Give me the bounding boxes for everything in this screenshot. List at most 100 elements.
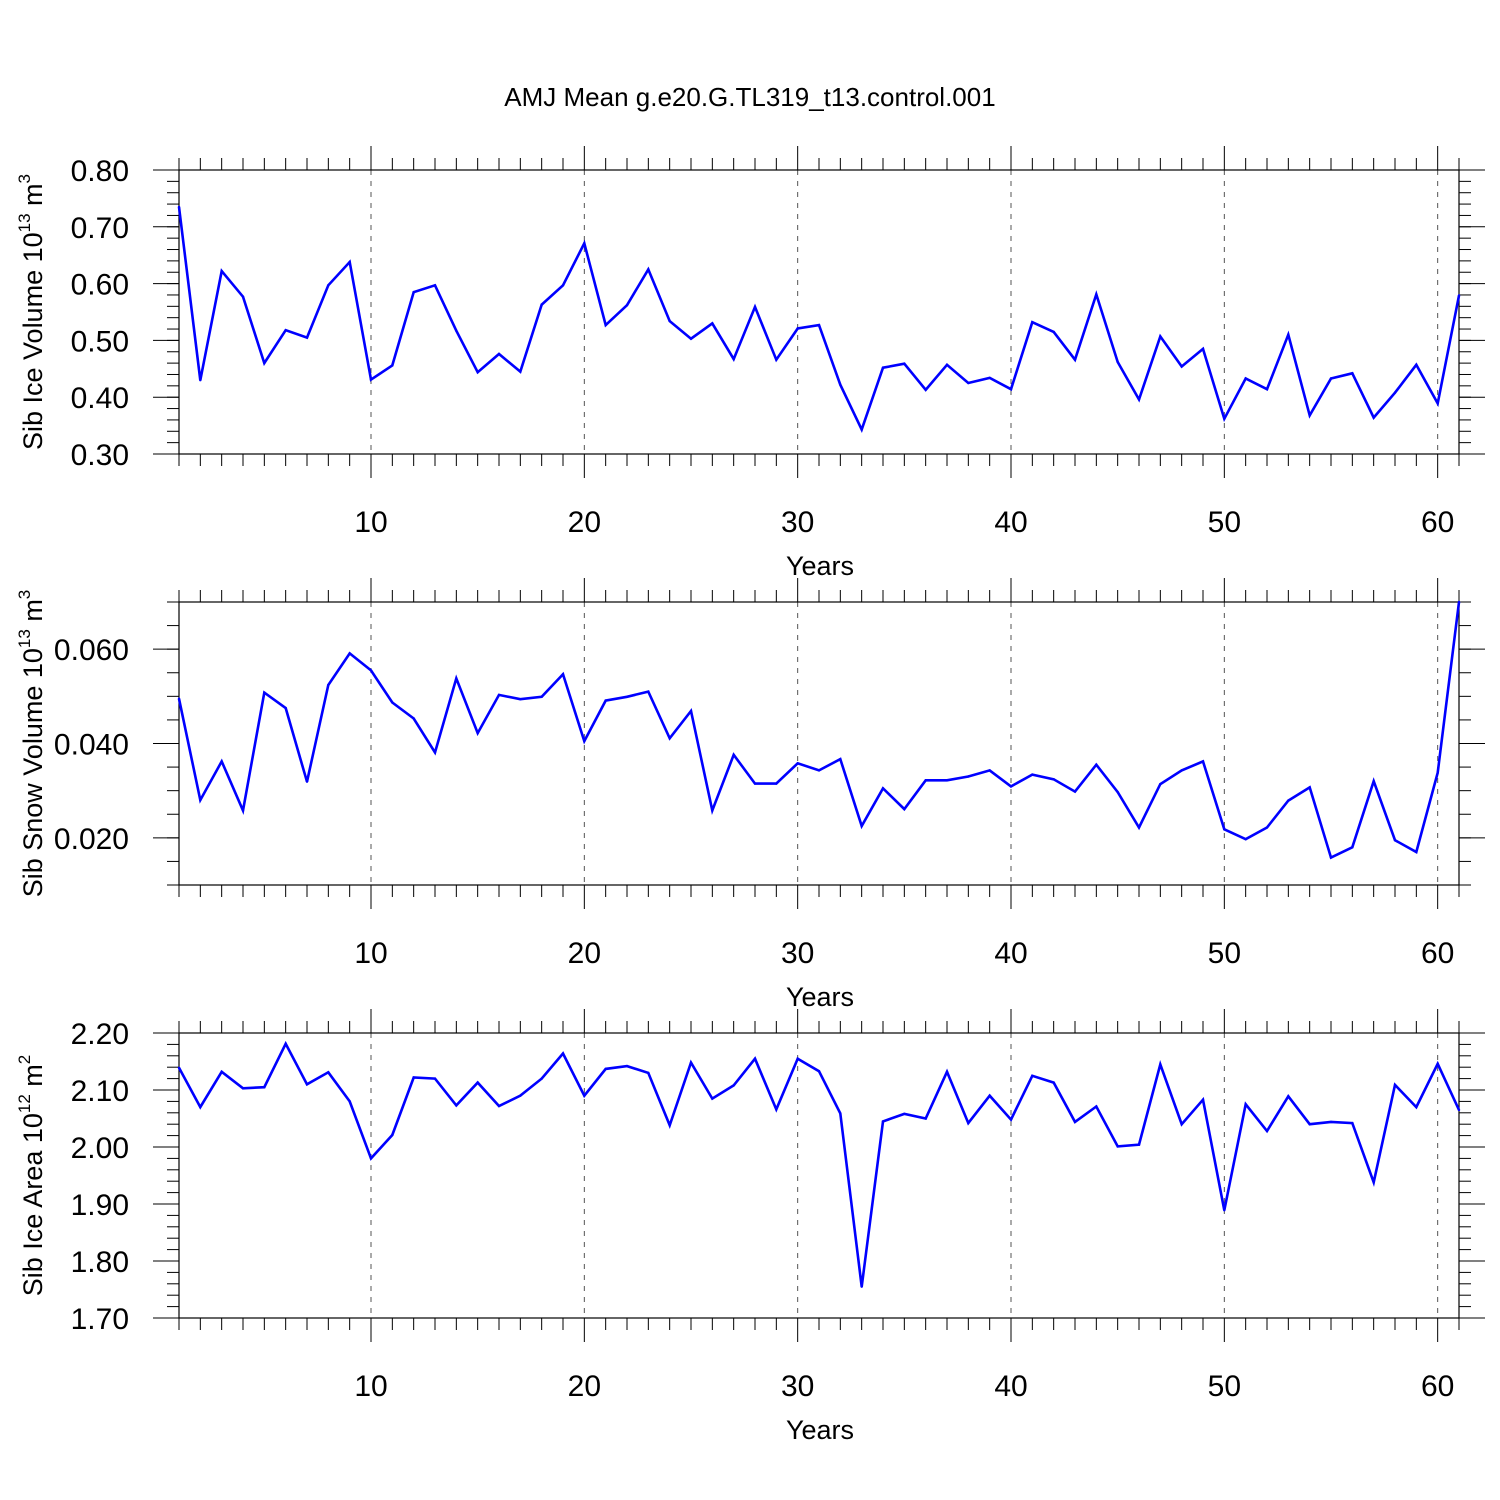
data-point: [967, 1121, 970, 1125]
data-point: [476, 1081, 479, 1084]
y-axis-label-text: Sib Ice Area 10: [18, 1113, 48, 1296]
data-point: [1159, 335, 1162, 338]
y-tick-label: 1.90: [71, 1189, 129, 1222]
x-tick-label: 30: [781, 506, 814, 539]
data-point: [668, 319, 671, 323]
data-point: [1372, 416, 1375, 419]
data-point: [817, 769, 821, 772]
data-point: [1372, 780, 1375, 783]
data-point: [177, 697, 181, 700]
data-point: [1351, 846, 1354, 849]
data-point: [1009, 1118, 1013, 1121]
y-tick-label: 2.00: [71, 1132, 129, 1165]
data-point: [604, 699, 607, 702]
data-point: [924, 388, 927, 391]
data-point: [263, 691, 266, 694]
data-point: [1329, 1120, 1333, 1124]
data-point: [412, 1076, 415, 1079]
data-point: [732, 357, 735, 361]
data-point: [796, 762, 799, 765]
data-point: [967, 381, 970, 385]
chart-title: AMJ Mean g.e20.G.TL319_t13.control.001: [504, 82, 995, 112]
data-point: [903, 362, 906, 365]
data-point: [1201, 347, 1205, 351]
x-tick-label: 20: [568, 1370, 601, 1403]
data-point: [1095, 1105, 1098, 1108]
y-tick-label: 1.70: [71, 1303, 129, 1336]
x-tick-label: 60: [1421, 937, 1454, 970]
data-point: [796, 327, 799, 330]
y-tick-label: 0.60: [71, 269, 129, 302]
data-point: [177, 1066, 181, 1070]
data-point: [1180, 365, 1183, 368]
data-point: [1180, 1123, 1183, 1126]
y-tick-label: 0.80: [71, 155, 129, 188]
data-point: [348, 1100, 351, 1103]
data-point: [1137, 398, 1141, 401]
y-tick-label: 0.70: [71, 212, 129, 245]
y-tick-label: 2.10: [71, 1075, 129, 1108]
y-tick-label: 1.80: [71, 1246, 129, 1279]
x-tick-label: 50: [1208, 506, 1241, 539]
data-point: [455, 677, 458, 680]
data-point: [689, 337, 693, 340]
data-point: [476, 731, 479, 735]
data-point: [1223, 417, 1226, 420]
data-point: [903, 1112, 906, 1116]
data-point: [199, 379, 202, 382]
data-point: [1287, 799, 1290, 802]
data-point: [540, 303, 543, 306]
data-point: [860, 1285, 863, 1288]
x-tick-label: 40: [994, 506, 1027, 539]
data-point: [860, 824, 863, 828]
data-point: [305, 336, 309, 339]
data-point: [583, 1094, 586, 1097]
data-point: [817, 1070, 821, 1073]
data-point: [1287, 333, 1290, 336]
data-point: [775, 1108, 778, 1111]
data-point: [988, 376, 991, 380]
y-axis-label-unit-exponent: 3: [15, 590, 34, 599]
x-tick-label: 40: [994, 937, 1027, 970]
y-axis-label-text: Sib Snow Volume 10: [18, 648, 48, 897]
data-point: [1052, 1081, 1055, 1084]
data-point: [284, 1042, 287, 1046]
data-point: [263, 1086, 266, 1089]
data-point: [583, 739, 586, 743]
data-point: [561, 1052, 565, 1055]
x-tick-label: 40: [994, 1370, 1027, 1403]
x-tick-label: 60: [1421, 506, 1454, 539]
data-point: [1009, 785, 1013, 788]
data-point: [327, 683, 330, 687]
data-point: [945, 363, 949, 366]
x-tick-label: 10: [354, 506, 387, 539]
data-point: [988, 1094, 991, 1097]
data-point: [1415, 363, 1418, 366]
data-point: [1436, 402, 1439, 405]
y-tick-label: 2.20: [71, 1018, 129, 1051]
y-axis-label: Sib Ice Area 1012 m2: [15, 1055, 48, 1297]
data-point: [305, 1083, 309, 1086]
data-point: [1436, 1062, 1439, 1066]
series-line: [177, 601, 1461, 860]
data-point: [369, 1157, 373, 1160]
data-point: [604, 323, 607, 327]
data-point: [455, 329, 458, 332]
data-point: [945, 779, 949, 782]
data-point: [497, 693, 501, 697]
data-point: [220, 269, 223, 273]
data-point: [497, 352, 501, 356]
data-point: [1457, 294, 1461, 297]
data-point: [391, 701, 394, 704]
data-point: [945, 1070, 949, 1074]
data-point: [199, 798, 202, 802]
y-tick-label: 0.40: [71, 382, 129, 415]
data-point: [775, 782, 778, 785]
data-point: [1073, 790, 1077, 793]
data-point: [1052, 330, 1055, 334]
data-point: [732, 1084, 735, 1087]
plot-frame: [178, 601, 1460, 886]
data-point: [1265, 388, 1269, 391]
data-point: [1159, 782, 1162, 786]
